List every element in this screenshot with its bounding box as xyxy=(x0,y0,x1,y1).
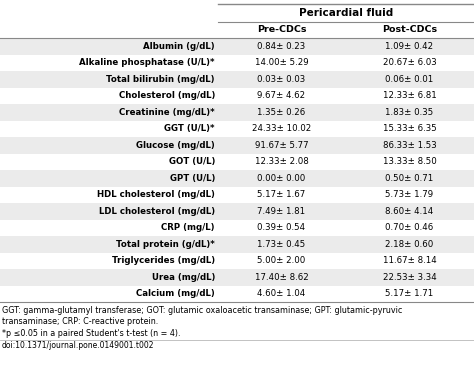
Text: 0.84± 0.23: 0.84± 0.23 xyxy=(257,42,306,51)
Text: Pericardial fluid: Pericardial fluid xyxy=(299,8,393,18)
Text: 0.00± 0.00: 0.00± 0.00 xyxy=(257,174,306,183)
Text: 86.33± 1.53: 86.33± 1.53 xyxy=(383,141,437,150)
Text: 0.06± 0.01: 0.06± 0.01 xyxy=(385,75,434,84)
Text: GGT: gamma-glutamyl transferase; GOT: glutamic oxaloacetic transaminase; GPT: gl: GGT: gamma-glutamyl transferase; GOT: gl… xyxy=(2,306,402,315)
Text: Albumin (g/dL): Albumin (g/dL) xyxy=(143,42,215,51)
Text: LDL cholesterol (mg/dL): LDL cholesterol (mg/dL) xyxy=(99,207,215,216)
Text: Cholesterol (mg/dL): Cholesterol (mg/dL) xyxy=(118,91,215,100)
Text: GPT (U/L): GPT (U/L) xyxy=(170,174,215,183)
Text: GGT (U/L)*: GGT (U/L)* xyxy=(164,124,215,133)
Bar xyxy=(0,38,474,54)
Text: Pre-CDCs: Pre-CDCs xyxy=(257,26,306,34)
Text: 5.17± 1.67: 5.17± 1.67 xyxy=(257,190,306,199)
Text: Calcium (mg/dL): Calcium (mg/dL) xyxy=(136,289,215,298)
Bar xyxy=(0,269,474,286)
Text: 8.60± 4.14: 8.60± 4.14 xyxy=(385,207,434,216)
Text: 2.18± 0.60: 2.18± 0.60 xyxy=(385,240,434,249)
Bar xyxy=(0,137,474,154)
Text: Triglycerides (mg/dL): Triglycerides (mg/dL) xyxy=(112,256,215,265)
Text: 12.33± 6.81: 12.33± 6.81 xyxy=(383,91,437,100)
Text: 5.73± 1.79: 5.73± 1.79 xyxy=(385,190,434,199)
Text: Post-CDCs: Post-CDCs xyxy=(382,26,437,34)
Text: 17.40± 8.62: 17.40± 8.62 xyxy=(255,273,309,282)
Bar xyxy=(0,104,474,121)
Text: 91.67± 5.77: 91.67± 5.77 xyxy=(255,141,308,150)
Text: Urea (mg/dL): Urea (mg/dL) xyxy=(152,273,215,282)
Text: HDL cholesterol (mg/dL): HDL cholesterol (mg/dL) xyxy=(97,190,215,199)
Text: Total protein (g/dL)*: Total protein (g/dL)* xyxy=(116,240,215,249)
Text: doi:10.1371/journal.pone.0149001.t002: doi:10.1371/journal.pone.0149001.t002 xyxy=(2,340,155,350)
Text: CRP (mg/L): CRP (mg/L) xyxy=(162,223,215,232)
Text: 15.33± 6.35: 15.33± 6.35 xyxy=(383,124,437,133)
Text: Glucose (mg/dL): Glucose (mg/dL) xyxy=(136,141,215,150)
Text: 0.39± 0.54: 0.39± 0.54 xyxy=(257,223,306,232)
Text: 11.67± 8.14: 11.67± 8.14 xyxy=(383,256,437,265)
Text: transaminase; CRP: C-reactive protein.: transaminase; CRP: C-reactive protein. xyxy=(2,317,158,326)
Text: 5.17± 1.71: 5.17± 1.71 xyxy=(385,289,434,298)
Text: Alkaline phosphatase (U/L)*: Alkaline phosphatase (U/L)* xyxy=(80,58,215,67)
Text: 0.70± 0.46: 0.70± 0.46 xyxy=(385,223,434,232)
Text: 13.33± 8.50: 13.33± 8.50 xyxy=(383,157,437,166)
Text: 24.33± 10.02: 24.33± 10.02 xyxy=(252,124,311,133)
Text: 22.53± 3.34: 22.53± 3.34 xyxy=(383,273,437,282)
Bar xyxy=(0,170,474,186)
Text: 9.67± 4.62: 9.67± 4.62 xyxy=(257,91,306,100)
Text: 20.67± 6.03: 20.67± 6.03 xyxy=(383,58,437,67)
Text: 4.60± 1.04: 4.60± 1.04 xyxy=(257,289,306,298)
Text: 5.00± 2.00: 5.00± 2.00 xyxy=(257,256,306,265)
Text: 7.49± 1.81: 7.49± 1.81 xyxy=(257,207,306,216)
Bar xyxy=(0,71,474,87)
Text: 1.73± 0.45: 1.73± 0.45 xyxy=(257,240,306,249)
Bar xyxy=(0,203,474,219)
Text: 12.33± 2.08: 12.33± 2.08 xyxy=(255,157,309,166)
Text: 0.50± 0.71: 0.50± 0.71 xyxy=(385,174,434,183)
Text: 1.09± 0.42: 1.09± 0.42 xyxy=(385,42,434,51)
Bar xyxy=(0,236,474,252)
Text: 0.03± 0.03: 0.03± 0.03 xyxy=(257,75,306,84)
Text: 1.83± 0.35: 1.83± 0.35 xyxy=(385,108,434,117)
Text: 14.00± 5.29: 14.00± 5.29 xyxy=(255,58,308,67)
Text: *p ≤0.05 in a paired Student's t-test (n = 4).: *p ≤0.05 in a paired Student's t-test (n… xyxy=(2,329,181,338)
Text: GOT (U/L): GOT (U/L) xyxy=(169,157,215,166)
Text: Total bilirubin (mg/dL): Total bilirubin (mg/dL) xyxy=(107,75,215,84)
Text: 1.35± 0.26: 1.35± 0.26 xyxy=(257,108,306,117)
Text: Creatinine (mg/dL)*: Creatinine (mg/dL)* xyxy=(119,108,215,117)
